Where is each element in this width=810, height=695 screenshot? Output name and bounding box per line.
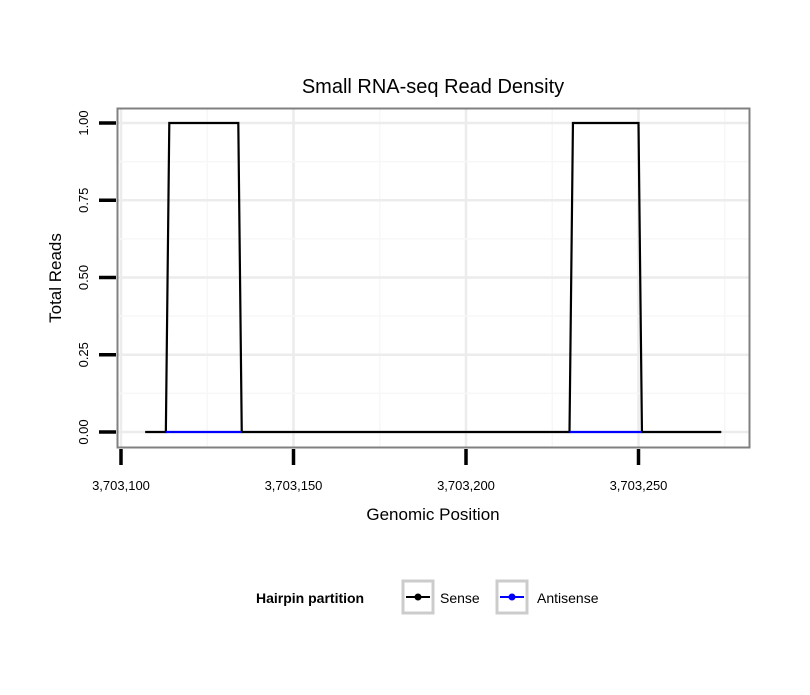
y-tick-label: 0.75 bbox=[76, 188, 91, 213]
y-axis-label: Total Reads bbox=[46, 233, 65, 323]
series-layer bbox=[145, 121, 722, 434]
legend-item-sense: Sense bbox=[401, 579, 480, 615]
legend-item-antisense: Antisense bbox=[495, 579, 599, 615]
x-axis-label: Genomic Position bbox=[366, 505, 499, 524]
legend-label-sense: Sense bbox=[440, 590, 480, 606]
legend-label-antisense: Antisense bbox=[537, 590, 599, 606]
y-tick-label: 1.00 bbox=[76, 110, 91, 135]
chart-title: Small RNA-seq Read Density bbox=[302, 76, 564, 98]
panel-border bbox=[116, 107, 751, 449]
legend-title: Hairpin partition bbox=[256, 590, 364, 606]
x-tick-label: 3,703,250 bbox=[610, 478, 668, 493]
legend: Hairpin partition Sense Antisense bbox=[256, 579, 599, 615]
x-tick-label: 3,703,100 bbox=[92, 478, 150, 493]
y-tick-label: 0.25 bbox=[76, 342, 91, 367]
series-line-sense bbox=[145, 121, 722, 434]
y-axis: 0.00 0.25 0.50 0.75 1.00 bbox=[76, 110, 116, 445]
x-tick-label: 3,703,200 bbox=[437, 478, 495, 493]
x-tick-label: 3,703,150 bbox=[265, 478, 323, 493]
y-tick-label: 0.00 bbox=[76, 419, 91, 444]
grid bbox=[118, 108, 750, 447]
x-axis: 3,703,100 3,703,150 3,703,200 3,703,250 bbox=[92, 449, 667, 493]
y-tick-label: 0.50 bbox=[76, 265, 91, 290]
